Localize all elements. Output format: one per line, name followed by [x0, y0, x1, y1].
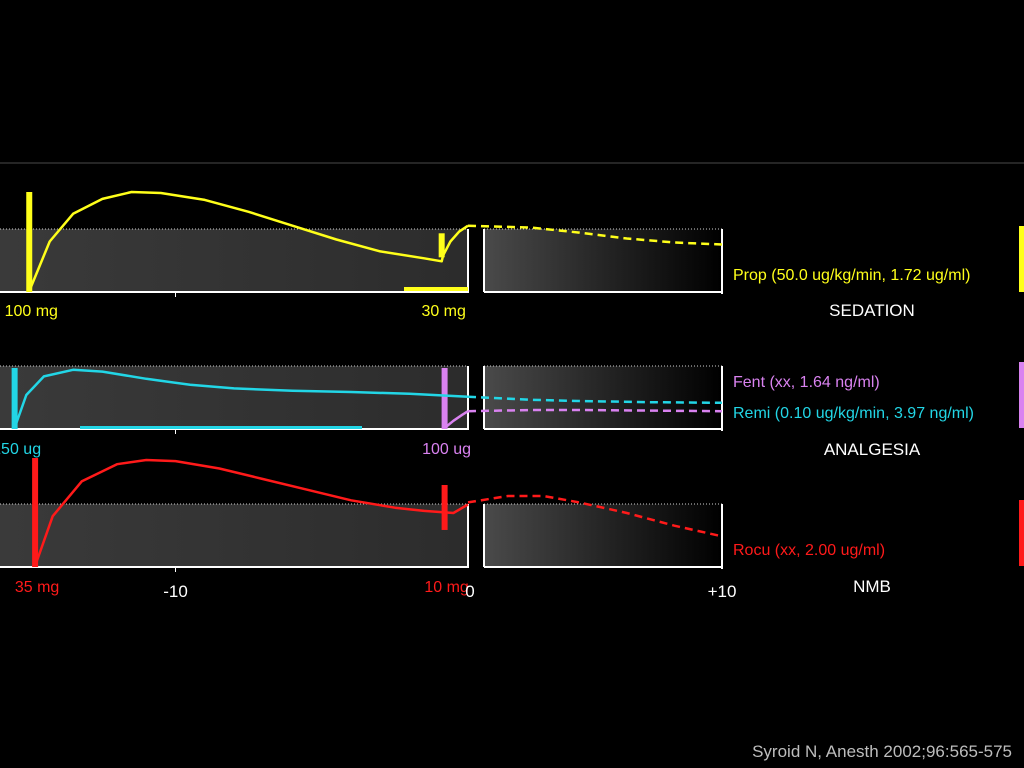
- panel-nmb: NMB 35 mg 10 mg Rocu (xx, 2.00 ug/ml): [0, 458, 1024, 596]
- propofol-bolus-label: 100 mg: [5, 303, 58, 320]
- propofol-legend-label: Prop (50.0 ug/kg/min, 1.72 ug/ml): [733, 267, 970, 284]
- rocuronium-legend-label: Rocu (xx, 2.00 ug/ml): [733, 542, 885, 559]
- sedation-edge-marker: [1019, 226, 1024, 292]
- rocuronium-bolus-bar: [441, 485, 448, 530]
- nmb-prediction-background: [484, 504, 722, 566]
- nmb-panel-name: NMB: [853, 577, 891, 596]
- analgesia-panel-name: ANALGESIA: [824, 440, 921, 459]
- panel-sedation: SEDATION 100 mg 30 mg Prop (50.0 ug/kg/min,…: [0, 190, 1024, 320]
- x-tick-label: +10: [708, 582, 737, 601]
- analgesia-past-background: [0, 366, 468, 428]
- remifentanil-bolus-label: 150 ug: [0, 441, 41, 458]
- sedation-past-background: [0, 229, 468, 291]
- remifentanil-infusion-marker: [80, 426, 362, 429]
- analgesia-prediction-background: [484, 366, 722, 428]
- panel-analgesia: ANALGESIA 100 ug Fent (xx, 1.64 ng/ml) 150 …: [0, 362, 1024, 459]
- fentanyl-bolus-label: 100 ug: [422, 441, 471, 458]
- analgesia-edge-marker: [1019, 362, 1024, 428]
- propofol-concentration-line: [28, 190, 469, 292]
- sedation-prediction-background: [484, 229, 722, 291]
- remifentanil-legend-label: Remi (0.10 ug/kg/min, 3.97 ng/ml): [733, 405, 974, 422]
- propofol-bolus-bar: [438, 233, 445, 258]
- citation: Syroid N, Anesth 2002;96:565-575: [752, 742, 1012, 761]
- propofol-infusion-marker: [404, 287, 468, 291]
- fentanyl-prediction-line: [467, 408, 723, 413]
- rocuronium-bolus-bar: [32, 458, 39, 567]
- rocuronium-prediction-line: [467, 494, 723, 538]
- remifentanil-bolus-bar: [11, 368, 18, 429]
- nmb-edge-marker: [1019, 500, 1024, 566]
- sedation-panel-name: SEDATION: [829, 301, 915, 320]
- remifentanil-prediction-line: [467, 395, 723, 405]
- fentanyl-concentration-line: [443, 410, 469, 429]
- propofol-bolus-bar: [26, 192, 33, 292]
- rocuronium-bolus-label: 10 mg: [424, 579, 468, 596]
- fentanyl-bolus-bar: [441, 368, 448, 429]
- rocuronium-concentration-line: [33, 458, 469, 567]
- x-tick-label: 0: [465, 582, 474, 601]
- nmb-past-background: [0, 504, 468, 566]
- propofol-prediction-line: [467, 224, 723, 246]
- x-tick-label: -10: [163, 582, 188, 601]
- rocuronium-bolus-label: 35 mg: [15, 579, 59, 596]
- remifentanil-concentration-line: [13, 368, 469, 429]
- fentanyl-legend-label: Fent (xx, 1.64 ng/ml): [733, 374, 880, 391]
- propofol-bolus-label: 30 mg: [421, 303, 465, 320]
- chart-root: SEDATION 100 mg 30 mg Prop (50.0 ug/kg/min,…: [0, 162, 1024, 601]
